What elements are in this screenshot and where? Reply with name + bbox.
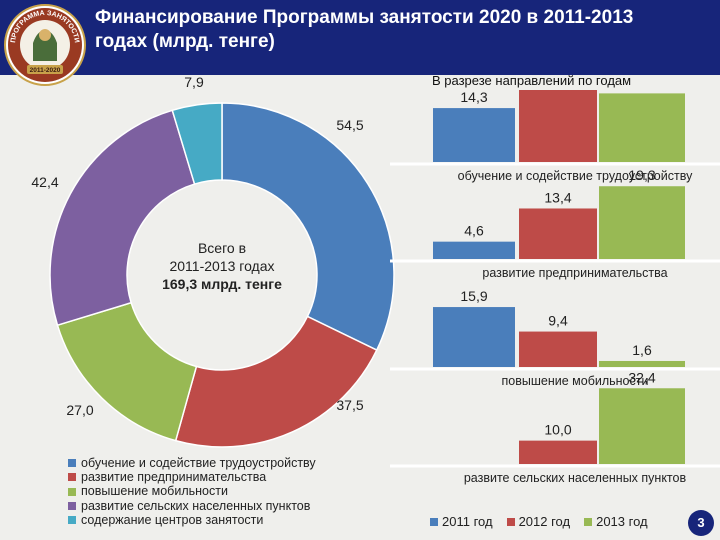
bar-value-g1-s2: 19,3	[628, 167, 655, 183]
bar-value-g2-s1: 9,4	[548, 313, 568, 329]
legend-item-2: повышение мобильности	[68, 484, 316, 498]
bar-legend-swatch-2	[584, 517, 593, 526]
donut-label-3: 42,4	[31, 174, 58, 190]
legend-item-4: содержание центров занятости	[68, 513, 316, 527]
donut-label-4: 7,9	[184, 75, 204, 90]
bar-value-g3-s2: 32,4	[628, 369, 655, 385]
donut-chart: 54,5 37,5 27,0 42,4 7,9 Всего в 2011-2013 года…	[31, 75, 395, 448]
legend-label-1: развитие предпринимательства	[81, 470, 267, 485]
donut-label-1: 37,5	[336, 397, 363, 413]
bar-legend-label-2: 2013 год	[596, 514, 648, 529]
bar-legend-label-1: 2012 год	[518, 514, 571, 529]
bar-g2-s0	[433, 307, 515, 367]
donut-center-line-3: 169,3 млрд. тенге	[162, 276, 282, 292]
bar-g0-s0	[433, 108, 515, 162]
bar-g1-s2	[599, 186, 685, 259]
bar-chart-subtitle: В разрезе направлений по годам	[432, 73, 632, 88]
bar-g0-s1	[519, 90, 597, 162]
donut-slice-2	[56, 301, 198, 442]
donut-center-line-1: Всего в	[198, 240, 246, 256]
bar-g0-s2	[599, 93, 685, 162]
bar-g1-s1	[519, 208, 597, 259]
legend-label-2: повышение мобильности	[81, 484, 228, 499]
legend-swatch-4	[68, 515, 76, 524]
donut-slice-4	[171, 102, 223, 185]
bar-value-g2-s2: 1,6	[632, 342, 652, 358]
bar-chart: 14,322,018,2обучение и содействие трудоу…	[390, 90, 720, 485]
donut-slice-3	[49, 109, 196, 327]
bar-g1-s0	[433, 241, 515, 259]
program-logo: 2011-2020 ПРОГРАММА ЗАНЯТОСТИ	[4, 4, 86, 86]
bar-value-g2-s0: 15,9	[460, 288, 487, 304]
bar-legend-item-2: 2013 год	[584, 514, 648, 529]
legend-swatch-2	[68, 487, 76, 496]
bar-g3-s1	[519, 440, 597, 464]
title-line-2: годах (млрд. тенге)	[95, 31, 275, 52]
legend-swatch-1	[68, 473, 76, 482]
legend-item-3: развитие сельских населенных пунктов	[68, 499, 316, 513]
donut-center-line-2: 2011-2013 годах	[169, 258, 274, 274]
bar-legend-label-0: 2011 год	[442, 514, 493, 529]
legend-swatch-0	[68, 459, 76, 468]
bar-legend-swatch-1	[506, 517, 515, 526]
bar-group-label-2: повышение мобильности	[502, 374, 649, 388]
bar-group-label-0: обучение и содействие трудоустройству	[458, 169, 693, 183]
legend-item-0: обучение и содействие трудоустройству	[68, 456, 316, 470]
bar-group-label-1: развитие предпринимательства	[482, 266, 667, 280]
donut-label-0: 54,5	[336, 117, 363, 133]
legend-item-1: развитие предпринимательства	[68, 470, 316, 484]
bar-g3-s2	[599, 388, 685, 464]
bar-value-g3-s1: 10,0	[544, 422, 571, 438]
bar-value-g0-s0: 14,3	[460, 90, 487, 105]
bar-legend-swatch-0	[430, 517, 438, 526]
bar-g2-s2	[599, 360, 685, 367]
page-title: Финансирование Программы занятости 2020 …	[95, 6, 710, 54]
bar-value-g1-s0: 4,6	[464, 223, 484, 239]
bar-value-g1-s1: 13,4	[544, 189, 571, 205]
legend-label-4: содержание центров занятости	[81, 512, 264, 527]
bar-g2-s1	[519, 331, 597, 367]
legend-label-0: обучение и содействие трудоустройству	[81, 456, 316, 470]
donut-slice-1	[174, 315, 378, 448]
donut-label-2: 27,0	[66, 402, 93, 418]
donut-legend: обучение и содействие трудоустройству раз…	[68, 456, 316, 527]
page-number: 3	[688, 510, 714, 536]
title-line-1: Финансирование Программы занятости 2020 …	[95, 7, 634, 28]
workers-emblem-icon	[33, 30, 57, 61]
bar-legend-item-1: 2012 год	[506, 514, 571, 529]
donut-slice-0	[221, 102, 395, 352]
legend-swatch-3	[68, 501, 76, 510]
svg-text:2011-2020: 2011-2020	[30, 67, 61, 74]
bar-legend: 2011 год 2012 год 2013 год	[430, 514, 662, 529]
bar-group-label-3: развите сельских населенных пунктов	[464, 471, 687, 485]
header-bar	[0, 0, 720, 75]
legend-label-3: развитие сельских населенных пунктов	[81, 498, 311, 513]
bar-legend-item-0: 2011 год	[430, 514, 493, 529]
